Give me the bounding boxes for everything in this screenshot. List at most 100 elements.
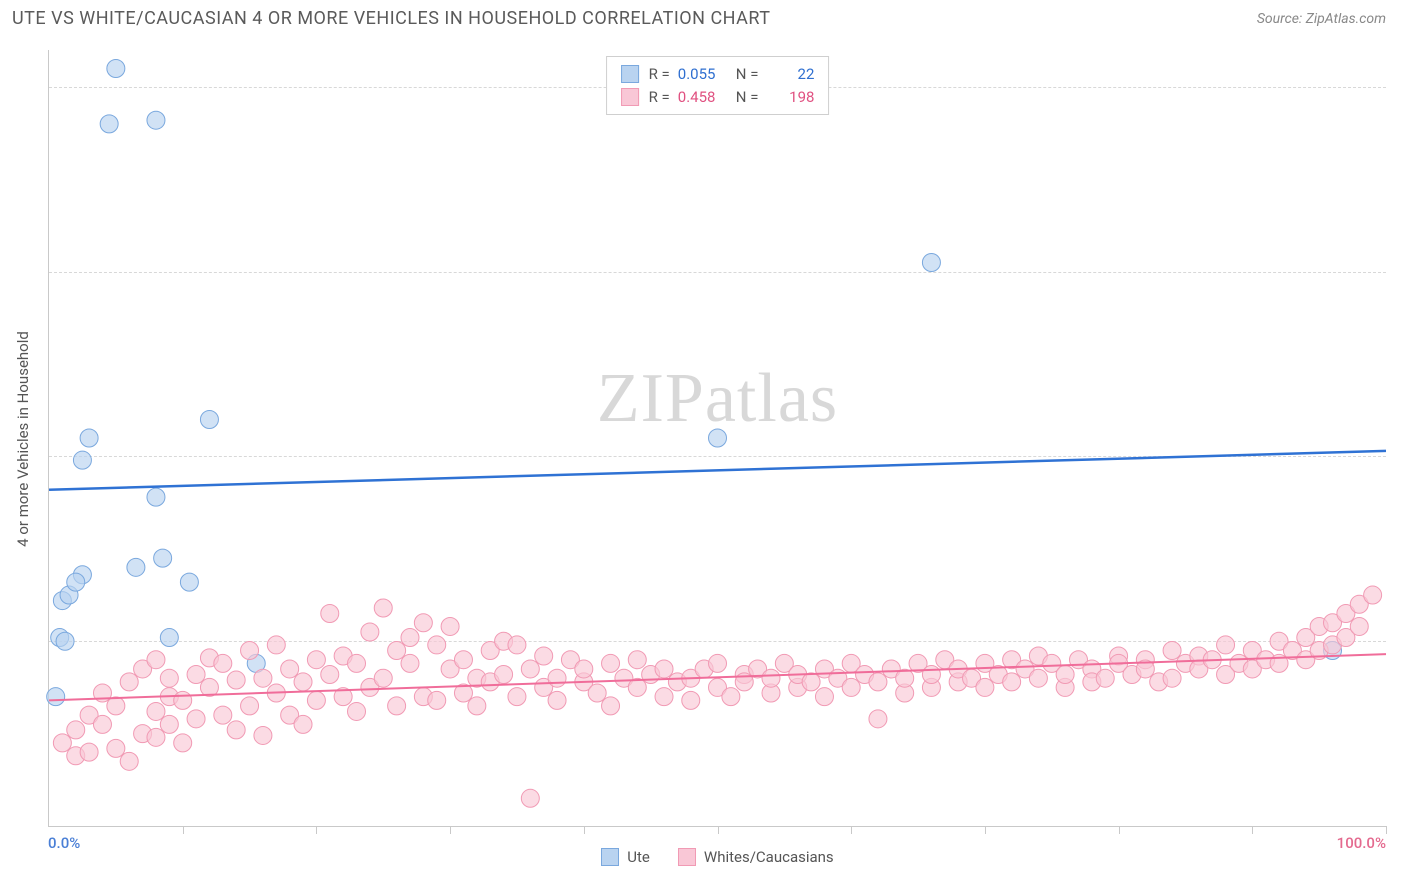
swatch-blue-icon [601,848,619,866]
data-point [47,688,65,706]
data-point [321,605,339,623]
data-point [922,665,940,683]
source-label: Source: ZipAtlas.com [1257,11,1386,27]
data-point [307,691,325,709]
x-axis-max-label: 100.0% [1337,834,1386,852]
data-point [802,673,820,691]
data-point [869,673,887,691]
data-point [468,697,486,715]
data-point [107,739,125,757]
x-tick [1386,826,1387,834]
data-point [174,734,192,752]
data-point [214,654,232,672]
data-point [254,726,272,744]
x-tick [183,826,184,834]
data-point [214,706,232,724]
y-tick-label: 20.0% [1401,447,1406,465]
data-point [441,617,459,635]
y-axis-label-container: 4 or more Vehicles in Household [8,50,38,827]
data-point [762,669,780,687]
data-point [575,660,593,678]
data-point [1217,636,1235,654]
regression-line [49,451,1386,490]
data-point [127,558,145,576]
x-axis-min-label: 0.0% [48,834,80,852]
data-point [976,678,994,696]
data-point [1003,673,1021,691]
data-point [508,636,526,654]
data-point [922,253,940,271]
data-point [241,697,259,715]
data-point [187,665,205,683]
data-point [53,734,71,752]
data-point [1350,617,1368,635]
data-point [1096,669,1114,687]
data-point [709,429,727,447]
data-point [294,715,312,733]
data-point [147,702,165,720]
data-point [294,673,312,691]
x-tick [316,826,317,834]
data-point [388,641,406,659]
data-point [508,688,526,706]
data-point [709,654,727,672]
data-point [227,671,245,689]
data-point [428,691,446,709]
data-point [521,789,539,807]
data-point [348,702,366,720]
x-tick [450,826,451,834]
swatch-blue [621,65,639,83]
header: UTE VS WHITE/CAUCASIAN 4 OR MORE VEHICLE… [0,0,1406,37]
data-point [147,111,165,129]
data-point [254,669,272,687]
data-point [56,632,74,650]
data-point [869,710,887,728]
series-legend: Ute Whites/Caucasians [49,848,1386,866]
y-tick-label: 40.0% [1401,78,1406,96]
data-point [93,715,111,733]
x-tick [718,826,719,834]
data-point [67,573,85,591]
data-point [107,697,125,715]
legend-row-ute: R = 0.055 N = 22 [621,63,815,86]
data-point [374,599,392,617]
data-point [321,665,339,683]
legend-item-white: Whites/Caucasians [678,848,834,866]
x-tick [851,826,852,834]
data-point [267,636,285,654]
data-point [180,573,198,591]
data-point [722,688,740,706]
data-point [107,59,125,77]
data-point [307,651,325,669]
data-point [414,614,432,632]
scatter-plot [49,50,1386,826]
data-point [80,743,98,761]
data-point [200,411,218,429]
data-point [815,688,833,706]
data-point [628,651,646,669]
data-point [388,697,406,715]
data-point [147,728,165,746]
data-point [120,673,138,691]
data-point [495,665,513,683]
data-point [241,641,259,659]
data-point [682,691,700,709]
data-point [1056,665,1074,683]
data-point [160,715,178,733]
data-point [655,688,673,706]
data-point [1029,669,1047,687]
data-point [147,488,165,506]
data-point [521,660,539,678]
data-point [67,721,85,739]
data-point [535,647,553,665]
data-point [842,678,860,696]
data-point [454,651,472,669]
data-point [348,654,366,672]
x-tick [584,826,585,834]
data-point [374,669,392,687]
data-point [160,669,178,687]
data-point [602,697,620,715]
swatch-pink-icon [678,848,696,866]
data-point [401,654,419,672]
data-point [1364,586,1382,604]
